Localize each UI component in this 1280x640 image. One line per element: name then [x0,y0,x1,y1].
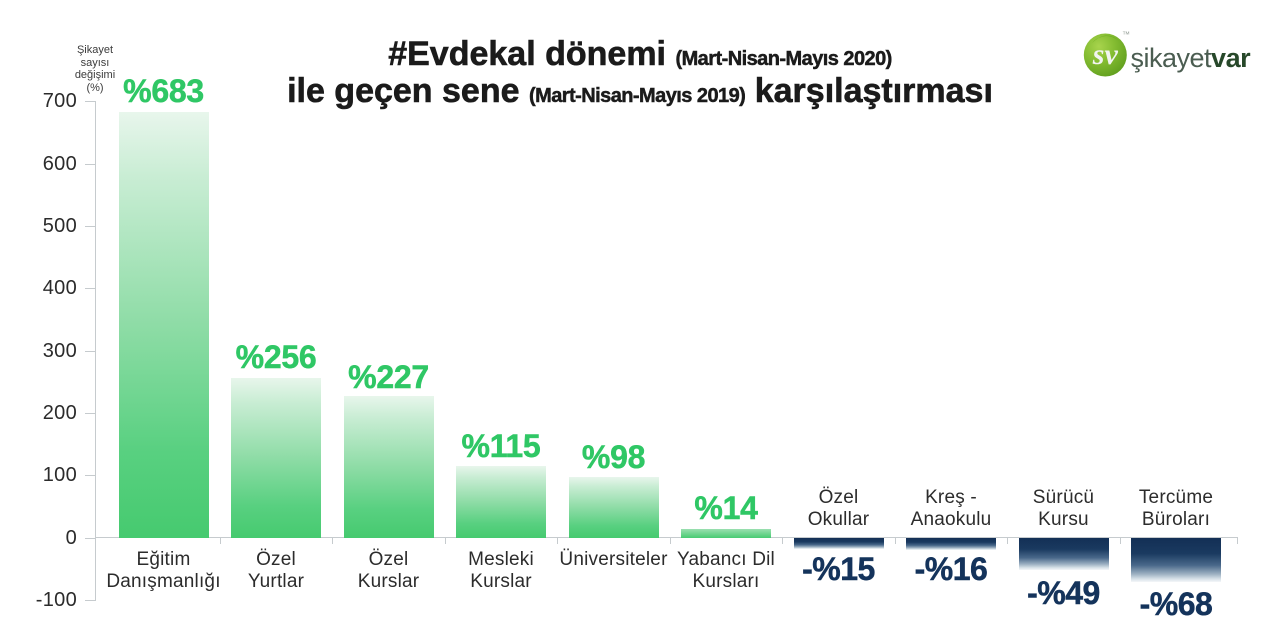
svg-text:şikayetvar: şikayetvar [1131,43,1252,73]
svg-text:sv: sv [1092,38,1119,71]
svg-text:™: ™ [1122,30,1130,39]
